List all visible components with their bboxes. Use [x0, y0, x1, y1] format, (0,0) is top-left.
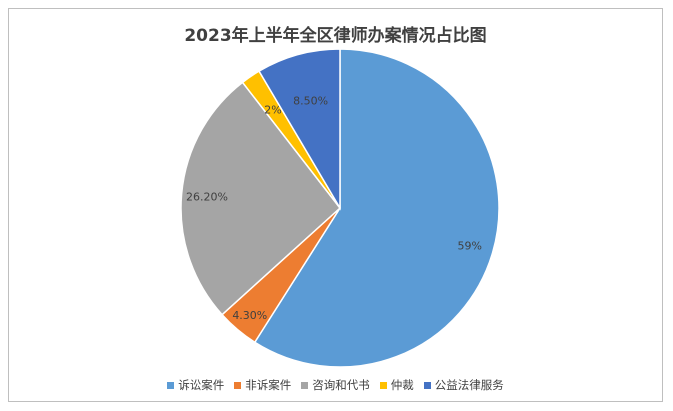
pie-slice-1: [253, 48, 500, 368]
legend-label: 诉讼案件: [178, 378, 225, 392]
pie-slice-3: [180, 81, 342, 316]
legend-item-2: 非诉案件: [234, 377, 291, 393]
legend-swatch: [167, 381, 175, 389]
chart-frame: 2023年上半年全区律师办案情况占比图 59% 4.30% 26.20% 2% 8.50…: [8, 8, 663, 402]
legend-item-5: 公益法律服务: [423, 377, 504, 393]
legend-swatch: [234, 381, 242, 389]
data-label-2: 4.30%: [232, 309, 267, 322]
legend-item-4: 仲裁: [379, 377, 414, 393]
pie-chart: 59% 4.30% 26.20% 2% 8.50%: [180, 48, 500, 368]
chart-title: 2023年上半年全区律师办案情况占比图: [184, 26, 487, 46]
legend-item-1: 诉讼案件: [167, 377, 224, 393]
data-label-1: 59%: [458, 240, 482, 253]
pie-slice-5: [258, 48, 341, 211]
data-label-5: 8.50%: [293, 95, 328, 108]
data-label-4: 2%: [264, 103, 281, 116]
legend-swatch: [423, 381, 431, 389]
legend-swatch: [379, 381, 387, 389]
chart-legend: 诉讼案件 非诉案件 咨询和代书 仲裁 公益法律服务: [9, 377, 662, 393]
legend-label: 公益法律服务: [434, 378, 504, 392]
legend-item-3: 咨询和代书: [301, 377, 370, 393]
legend-label: 咨询和代书: [312, 378, 370, 392]
legend-swatch: [301, 381, 309, 389]
data-label-3: 26.20%: [186, 190, 228, 203]
legend-label: 非诉案件: [245, 378, 292, 392]
legend-label: 仲裁: [390, 378, 414, 392]
